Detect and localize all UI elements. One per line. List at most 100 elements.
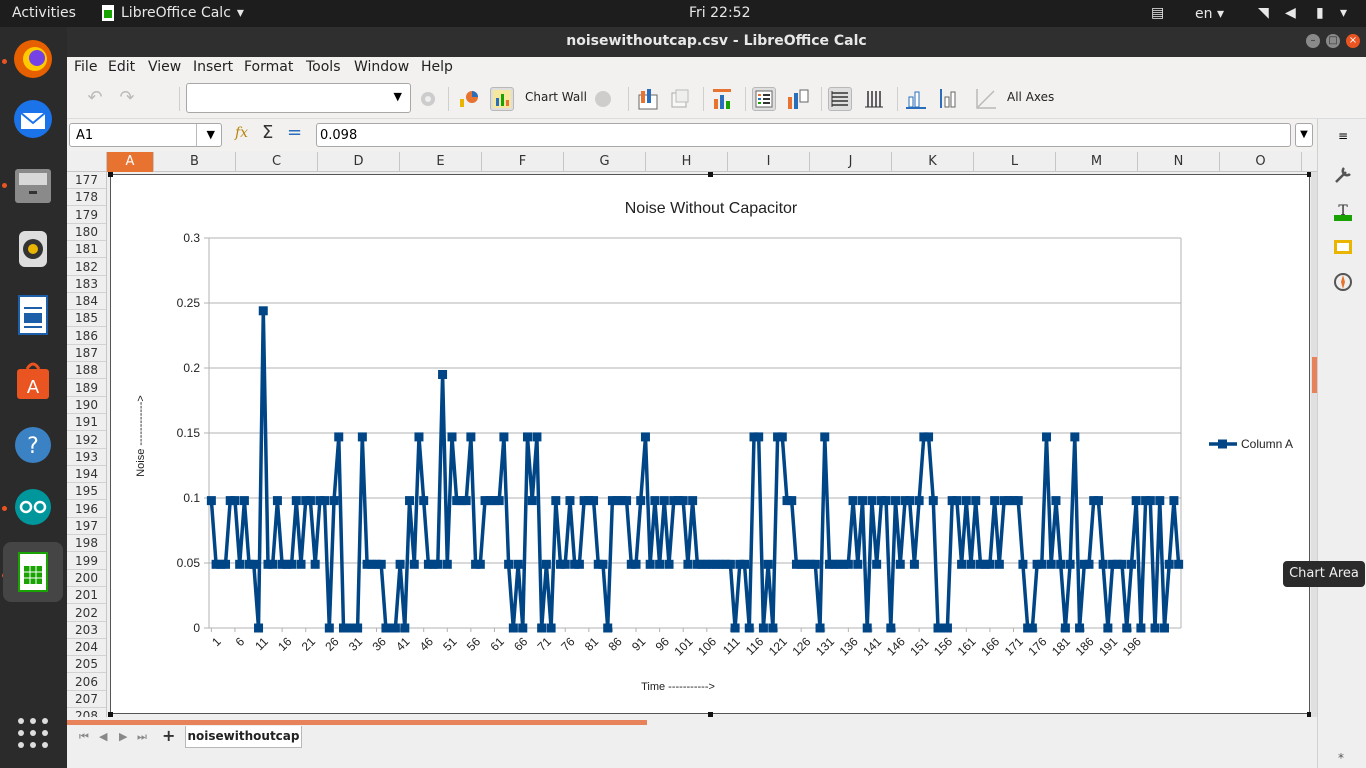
power-menu-icon[interactable]: ▾ — [1340, 5, 1348, 21]
activities-button[interactable]: Activities — [12, 5, 76, 21]
horizontal-grids-icon[interactable] — [828, 87, 852, 111]
row-header[interactable]: 197 — [67, 518, 106, 535]
row-header[interactable]: 199 — [67, 553, 106, 570]
row-header[interactable]: 202 — [67, 605, 106, 622]
first-sheet-icon[interactable]: ⏮ — [79, 730, 89, 743]
properties-icon[interactable] — [1332, 164, 1354, 186]
column-header[interactable]: I — [728, 152, 810, 172]
menu-view[interactable]: View — [148, 59, 182, 75]
name-box[interactable]: A1 ▼ — [69, 123, 222, 147]
row-header[interactable]: 179 — [67, 207, 106, 224]
arduino-icon[interactable] — [9, 483, 57, 531]
column-header[interactable]: K — [892, 152, 974, 172]
column-header[interactable]: F — [482, 152, 564, 172]
writer-icon[interactable] — [9, 291, 57, 339]
files-icon[interactable] — [9, 161, 57, 209]
chart-wall-icon[interactable] — [490, 87, 514, 111]
add-sheet-icon[interactable]: + — [162, 726, 176, 745]
row-header[interactable]: 192 — [67, 432, 106, 449]
insert-legend-icon[interactable] — [786, 87, 810, 111]
menu-insert[interactable]: Insert — [193, 59, 234, 75]
y-axis-icon[interactable] — [938, 87, 962, 111]
column-header[interactable]: C — [236, 152, 318, 172]
expand-formula-bar-button[interactable]: ▼ — [1295, 123, 1313, 147]
row-header[interactable]: 189 — [67, 380, 106, 397]
select-all-corner[interactable] — [67, 152, 107, 172]
row-header[interactable]: 193 — [67, 449, 106, 466]
resize-handle[interactable] — [708, 712, 713, 717]
format-selection-icon[interactable] — [416, 87, 440, 111]
row-header[interactable]: 206 — [67, 674, 106, 691]
row-header[interactable]: 184 — [67, 293, 106, 311]
menu-help[interactable]: Help — [421, 59, 453, 75]
wifi-icon[interactable]: ◥ — [1258, 5, 1269, 21]
chart-wall-label[interactable]: Chart Wall — [525, 90, 587, 104]
software-center-icon[interactable]: A — [9, 357, 57, 405]
row-header[interactable]: 203 — [67, 622, 106, 639]
last-sheet-icon[interactable]: ⏭ — [137, 730, 147, 743]
firefox-icon[interactable] — [9, 35, 57, 83]
thunderbird-icon[interactable] — [9, 95, 57, 143]
column-header[interactable]: G — [564, 152, 646, 172]
data-table-icon[interactable] — [636, 87, 660, 111]
calc-dock-icon[interactable] — [3, 542, 63, 602]
sidebar-deck-icon[interactable]: * — [1338, 751, 1344, 765]
menu-format[interactable]: Format — [244, 59, 294, 75]
row-header[interactable]: 190 — [67, 397, 106, 414]
data-ranges-icon[interactable] — [668, 87, 692, 111]
vertical-grids-icon[interactable] — [862, 87, 886, 111]
row-header[interactable]: 186 — [67, 328, 106, 345]
x-axis-icon[interactable] — [904, 87, 928, 111]
row-header[interactable]: 187 — [67, 345, 106, 362]
column-header[interactable]: E — [400, 152, 482, 172]
undo-icon[interactable]: ↶ — [87, 87, 103, 108]
resize-handle[interactable] — [1307, 712, 1312, 717]
row-header[interactable]: 182 — [67, 259, 106, 276]
show-applications-icon[interactable] — [9, 709, 57, 757]
vertical-scrollbar[interactable] — [1311, 172, 1321, 717]
resize-handle[interactable] — [1307, 172, 1312, 177]
row-header[interactable]: 198 — [67, 535, 106, 553]
sidebar-menu-icon[interactable]: ≡ — [1338, 129, 1349, 143]
maximize-button[interactable]: □ — [1326, 34, 1340, 48]
row-header[interactable]: 205 — [67, 656, 106, 674]
column-header[interactable]: A — [107, 152, 154, 172]
column-header[interactable]: J — [810, 152, 892, 172]
gallery-icon[interactable] — [1332, 235, 1354, 257]
chart-element-select[interactable]: ▼ — [186, 83, 411, 113]
function-wizard-icon[interactable]: fx — [235, 125, 249, 141]
navigator-icon[interactable] — [1332, 271, 1354, 293]
help-icon[interactable]: ? — [9, 421, 57, 469]
menu-file[interactable]: File — [74, 59, 98, 75]
app-menu[interactable]: LibreOffice Calc ▾ — [101, 5, 244, 21]
row-header[interactable]: 177 — [67, 172, 106, 189]
scrollbar-thumb[interactable] — [1312, 357, 1320, 393]
redo-icon[interactable]: ↷ — [119, 87, 135, 108]
resize-handle[interactable] — [108, 712, 113, 717]
column-header[interactable]: L — [974, 152, 1056, 172]
resize-handle[interactable] — [708, 172, 713, 177]
row-header[interactable]: 191 — [67, 414, 106, 432]
menu-tools[interactable]: Tools — [306, 59, 341, 75]
column-header[interactable]: M — [1056, 152, 1138, 172]
row-header[interactable]: 181 — [67, 241, 106, 259]
row-header[interactable]: 207 — [67, 691, 106, 708]
chart-area[interactable]: Noise Without Capacitor 0 0.05 0.1 0.15 0.2 0.… — [110, 174, 1310, 714]
clipboard-icon[interactable]: ▤ — [1151, 5, 1165, 21]
column-header[interactable]: N — [1138, 152, 1220, 172]
rhythmbox-icon[interactable] — [9, 225, 57, 273]
all-axes-icon[interactable] — [974, 87, 998, 111]
sum-icon[interactable]: Σ — [262, 122, 274, 143]
row-header[interactable]: 180 — [67, 224, 106, 241]
sheet-tab[interactable]: noisewithoutcap — [185, 726, 302, 748]
previous-sheet-icon[interactable]: ◀ — [99, 730, 108, 743]
row-header[interactable]: 200 — [67, 570, 106, 587]
language-indicator[interactable]: en ▾ — [1195, 6, 1224, 22]
formula-input[interactable]: 0.098 — [316, 123, 1291, 147]
chart-type-icon[interactable] — [456, 87, 480, 111]
row-header[interactable]: 194 — [67, 466, 106, 484]
next-sheet-icon[interactable]: ▶ — [119, 730, 128, 743]
horizontal-scroll-indicator[interactable] — [67, 720, 647, 725]
styles-icon[interactable]: T — [1332, 201, 1354, 223]
legend-on-off-icon[interactable] — [752, 87, 776, 111]
